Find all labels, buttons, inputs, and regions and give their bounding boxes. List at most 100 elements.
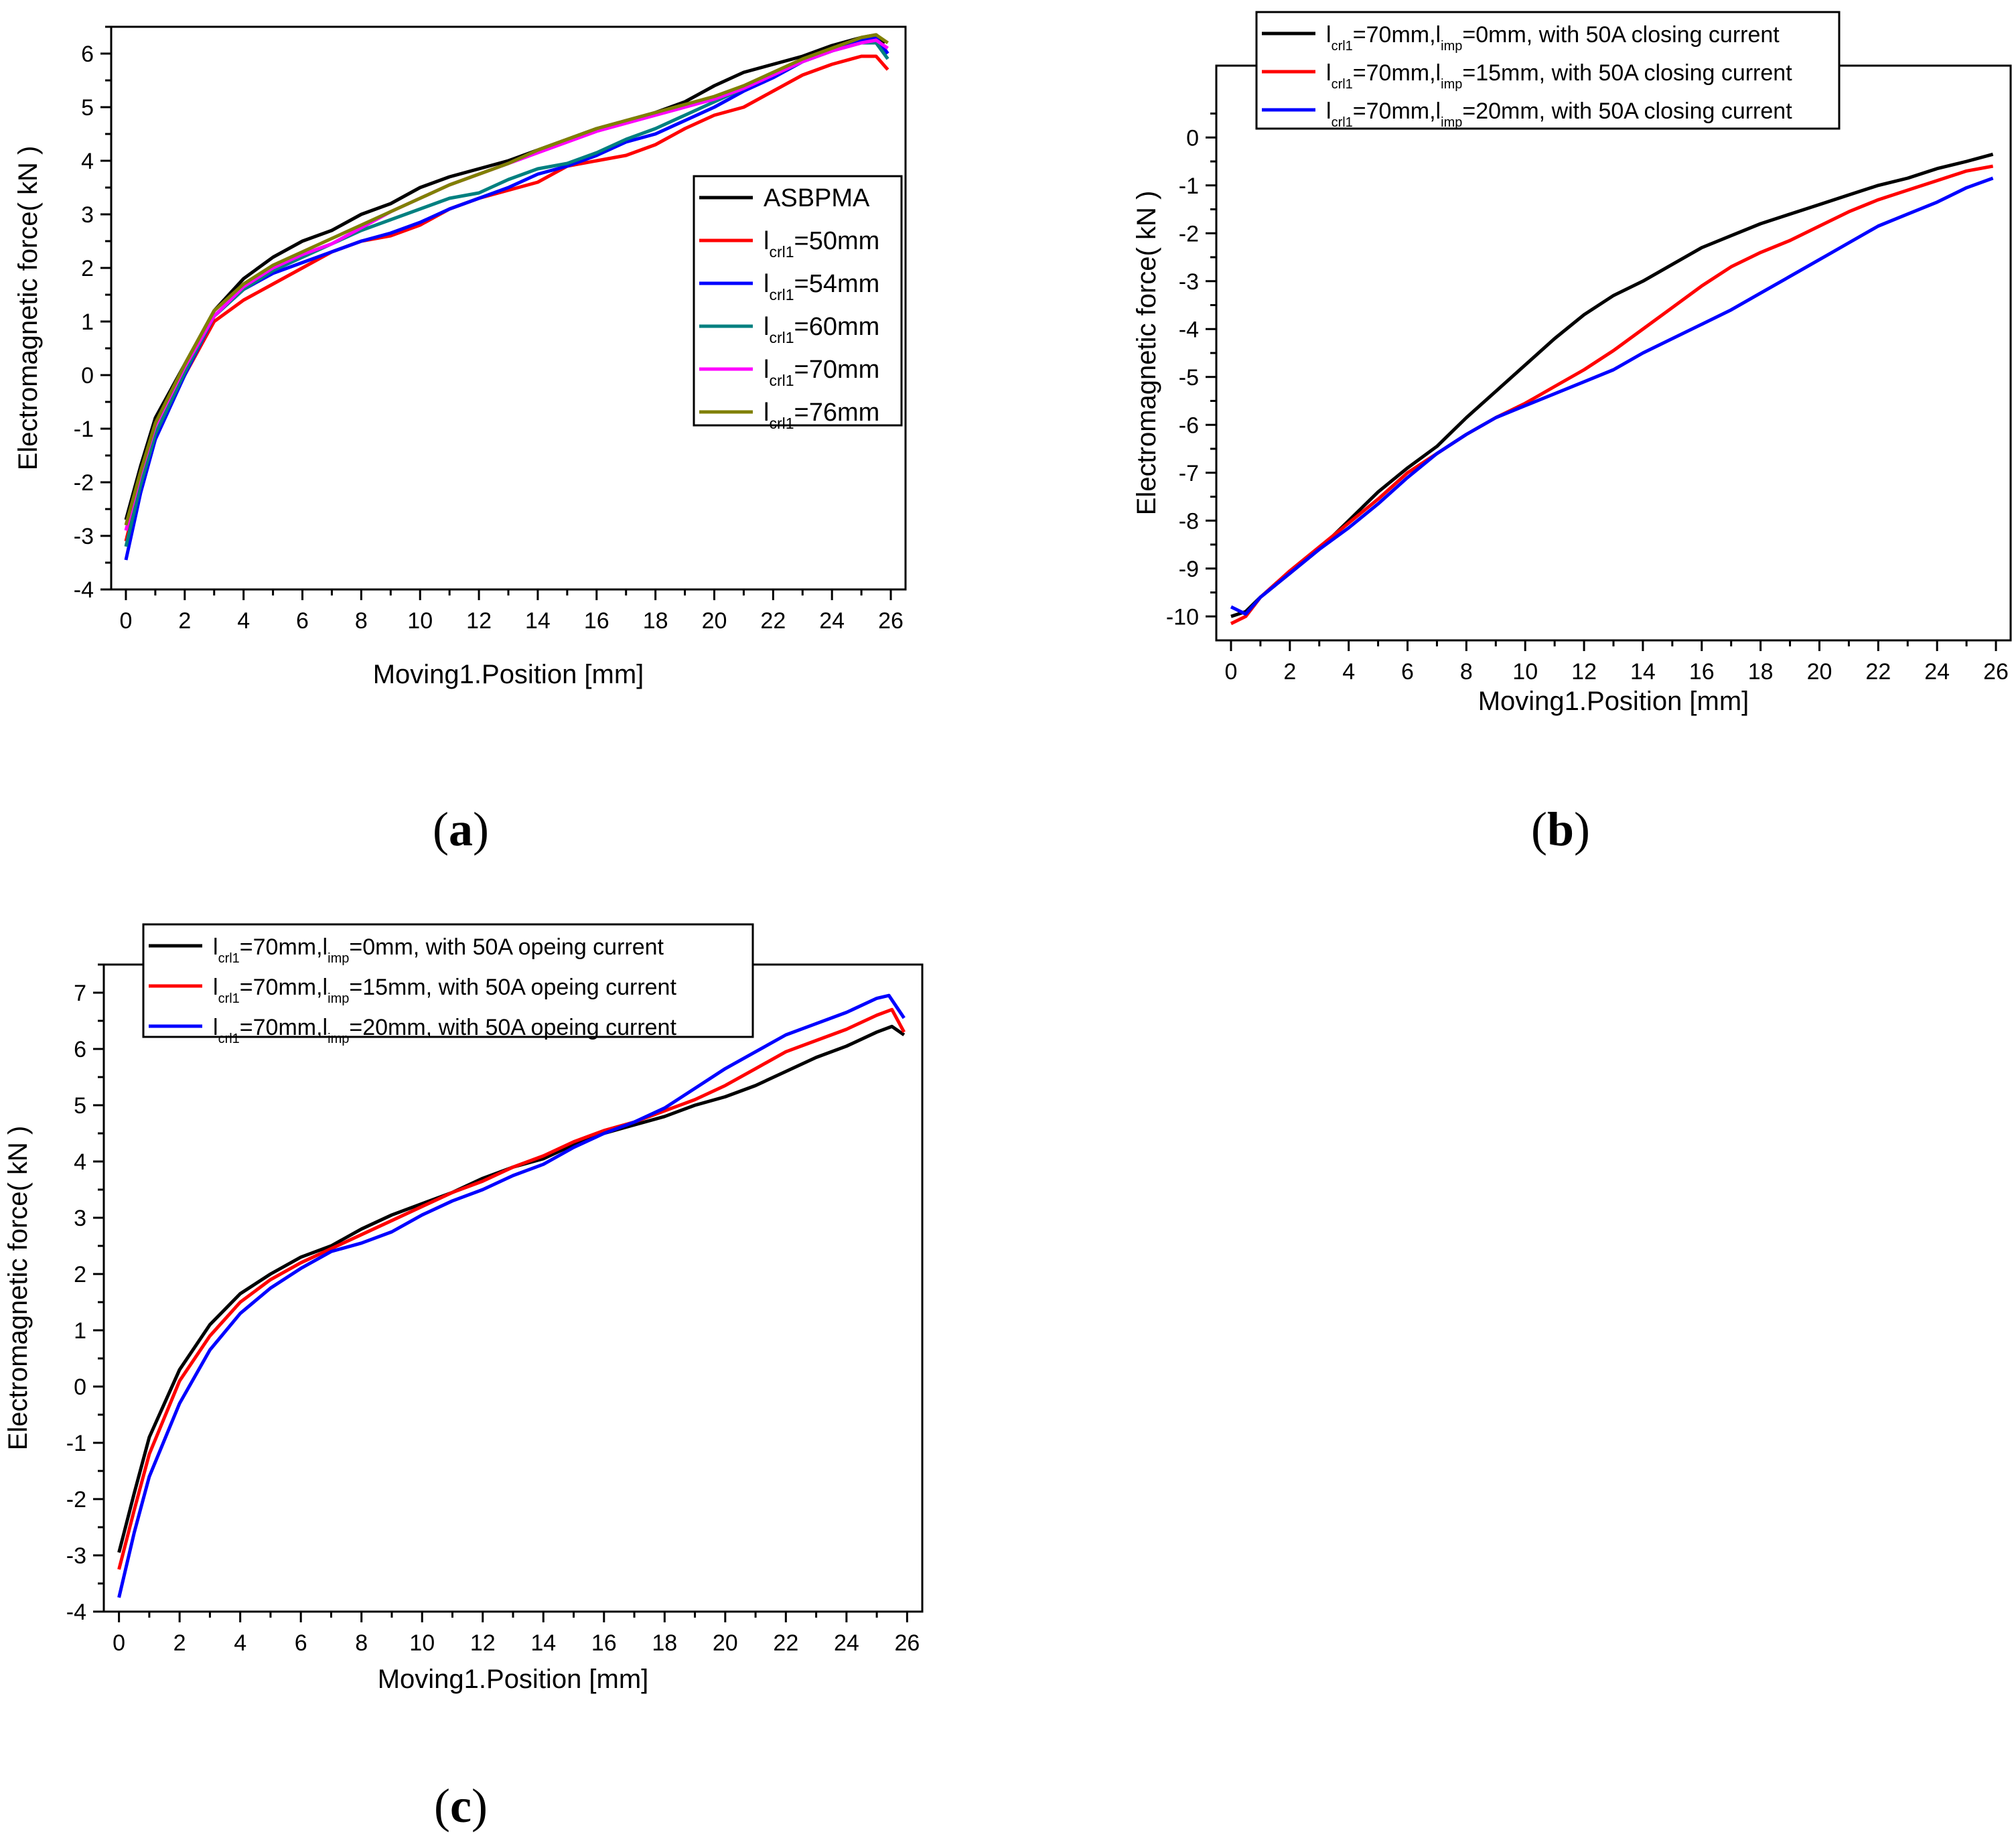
- x-tick-label: 6: [295, 1630, 307, 1656]
- series-line-2: [117, 1007, 906, 1570]
- legend-frame: [693, 175, 903, 427]
- y-tick-label: -2: [66, 1487, 86, 1512]
- x-tick-label: 4: [237, 608, 250, 634]
- series-line-2: [124, 54, 889, 542]
- chart-a: 0 2 4 6 8 10 12 14 16 18 20 22 24 26-4-3-2-10123456Mo…: [13, 25, 907, 689]
- y-tick-label: 7: [74, 981, 86, 1006]
- y-tick-label: 2: [74, 1262, 86, 1287]
- y-tick-label: -1: [74, 417, 94, 442]
- y-tick-label: -1: [1179, 173, 1199, 199]
- x-tick-label: 24: [819, 608, 845, 634]
- x-tick-label: 22: [773, 1630, 798, 1656]
- x-tick-label: 12: [466, 608, 492, 634]
- series-line-2: [1230, 164, 1994, 626]
- y-tick-label: -3: [66, 1543, 86, 1569]
- x-tick-label: 2: [173, 1630, 186, 1656]
- x-tick-label: 16: [1689, 659, 1715, 685]
- y-tick-label: -4: [74, 577, 94, 603]
- y-tick-label: -5: [1179, 365, 1199, 391]
- y-tick-label: 6: [81, 42, 94, 67]
- series-line-3: [1230, 176, 1994, 616]
- x-tick-label: 8: [355, 608, 368, 634]
- series-line-1: [117, 1024, 906, 1553]
- x-axis-label: Moving1.Position [mm]: [378, 1665, 649, 1694]
- y-axis-label: Electromagnetic force( kN ): [1132, 191, 1161, 516]
- y-tick-label: 0: [74, 1374, 86, 1400]
- legend-entry: lcrl1=70mm,limp=15mm, with 50A opeing cu…: [213, 975, 676, 1006]
- x-tick-label: 20: [1807, 659, 1832, 685]
- y-tick-label: -4: [1179, 317, 1199, 342]
- x-tick-label: 16: [584, 608, 609, 634]
- panel-label-a: (a): [433, 802, 489, 856]
- series-line-1: [124, 33, 886, 520]
- x-axis-label: Moving1.Position [mm]: [1478, 687, 1749, 716]
- y-tick-label: 4: [74, 1149, 86, 1175]
- x-tick-label: 0: [113, 1630, 125, 1656]
- y-tick-label: 2: [81, 256, 94, 281]
- y-tick-label: -2: [74, 470, 94, 496]
- x-tick-label: 22: [1865, 659, 1891, 685]
- legend-frame: [1255, 11, 1841, 130]
- y-tick-label: -7: [1179, 461, 1199, 486]
- y-tick-label: -1: [66, 1431, 86, 1456]
- legend-entry: lcrl1=60mm: [764, 313, 879, 346]
- x-tick-label: 2: [1283, 659, 1296, 685]
- legend-entry: lcrl1=70mm,limp=20mm, with 50A closing c…: [1326, 98, 1792, 130]
- series-line-6: [124, 33, 889, 526]
- x-tick-label: 18: [643, 608, 668, 634]
- legend-entry: lcrl1=50mm: [764, 227, 879, 261]
- legend-entry: lcrl1=70mm,limp=0mm, with 50A opeing cur…: [213, 934, 664, 966]
- x-tick-label: 10: [407, 608, 433, 634]
- x-tick-label: 0: [1225, 659, 1238, 685]
- panel-label-c: (c): [434, 1779, 488, 1833]
- y-axis-label: Electromagnetic force( kN ): [3, 1126, 33, 1451]
- x-tick-label: 24: [1924, 659, 1950, 685]
- x-tick-label: 6: [296, 608, 309, 634]
- x-tick-label: 26: [878, 608, 904, 634]
- y-tick-label: 3: [81, 202, 94, 228]
- x-tick-label: 24: [834, 1630, 859, 1656]
- x-tick-label: 4: [1342, 659, 1355, 685]
- x-tick-label: 14: [530, 1630, 556, 1656]
- y-tick-label: -3: [1179, 269, 1199, 295]
- x-tick-label: 26: [894, 1630, 920, 1656]
- x-tick-label: 14: [1630, 659, 1656, 685]
- chart-c: 0 2 4 6 8 10 12 14 16 18 20 22 24 26-4-3-2-101234567M…: [3, 923, 924, 1694]
- x-tick-label: 22: [760, 608, 786, 634]
- plot-frame: [1215, 64, 2012, 642]
- x-tick-label: 6: [1401, 659, 1414, 685]
- legend-frame: [142, 923, 754, 1038]
- legend-entry: lcrl1=70mm,limp=0mm, with 50A closing cu…: [1326, 22, 1780, 54]
- legend-entry: lcrl1=54mm: [764, 270, 879, 303]
- x-tick-label: 26: [1983, 659, 2009, 685]
- legend: lcrl1=70mm,limp=0mm, with 50A opeing cur…: [142, 923, 754, 1046]
- panel-label-b: (b): [1531, 802, 1590, 856]
- y-tick-label: -3: [74, 524, 94, 549]
- x-tick-label: 10: [409, 1630, 435, 1656]
- x-tick-label: 2: [178, 608, 191, 634]
- x-tick-label: 8: [355, 1630, 368, 1656]
- legend-entry: lcrl1=70mm,limp=20mm, with 50A opeing cu…: [213, 1015, 676, 1046]
- x-tick-label: 18: [1748, 659, 1774, 685]
- plot-frame: [102, 963, 924, 1613]
- y-tick-label: -10: [1166, 604, 1199, 630]
- series-line-3: [117, 993, 906, 1598]
- legend: lcrl1=70mm,limp=0mm, with 50A closing cu…: [1255, 11, 1841, 130]
- y-tick-label: 5: [74, 1093, 86, 1119]
- y-tick-label: 1: [81, 309, 94, 335]
- y-tick-label: -9: [1179, 557, 1199, 582]
- y-tick-label: -4: [66, 1600, 86, 1625]
- x-tick-label: 20: [713, 1630, 738, 1656]
- legend-entry: lcrl1=76mm: [764, 399, 879, 432]
- x-tick-label: 0: [120, 608, 133, 634]
- x-tick-label: 12: [1571, 659, 1597, 685]
- x-tick-label: 18: [652, 1630, 677, 1656]
- y-tick-label: 1: [74, 1318, 86, 1344]
- x-tick-label: 8: [1460, 659, 1473, 685]
- x-tick-label: 12: [470, 1630, 496, 1656]
- x-tick-label: 4: [234, 1630, 246, 1656]
- y-axis-label: Electromagnetic force( kN ): [13, 146, 43, 471]
- y-tick-label: 4: [81, 149, 94, 174]
- y-tick-label: -2: [1179, 221, 1199, 246]
